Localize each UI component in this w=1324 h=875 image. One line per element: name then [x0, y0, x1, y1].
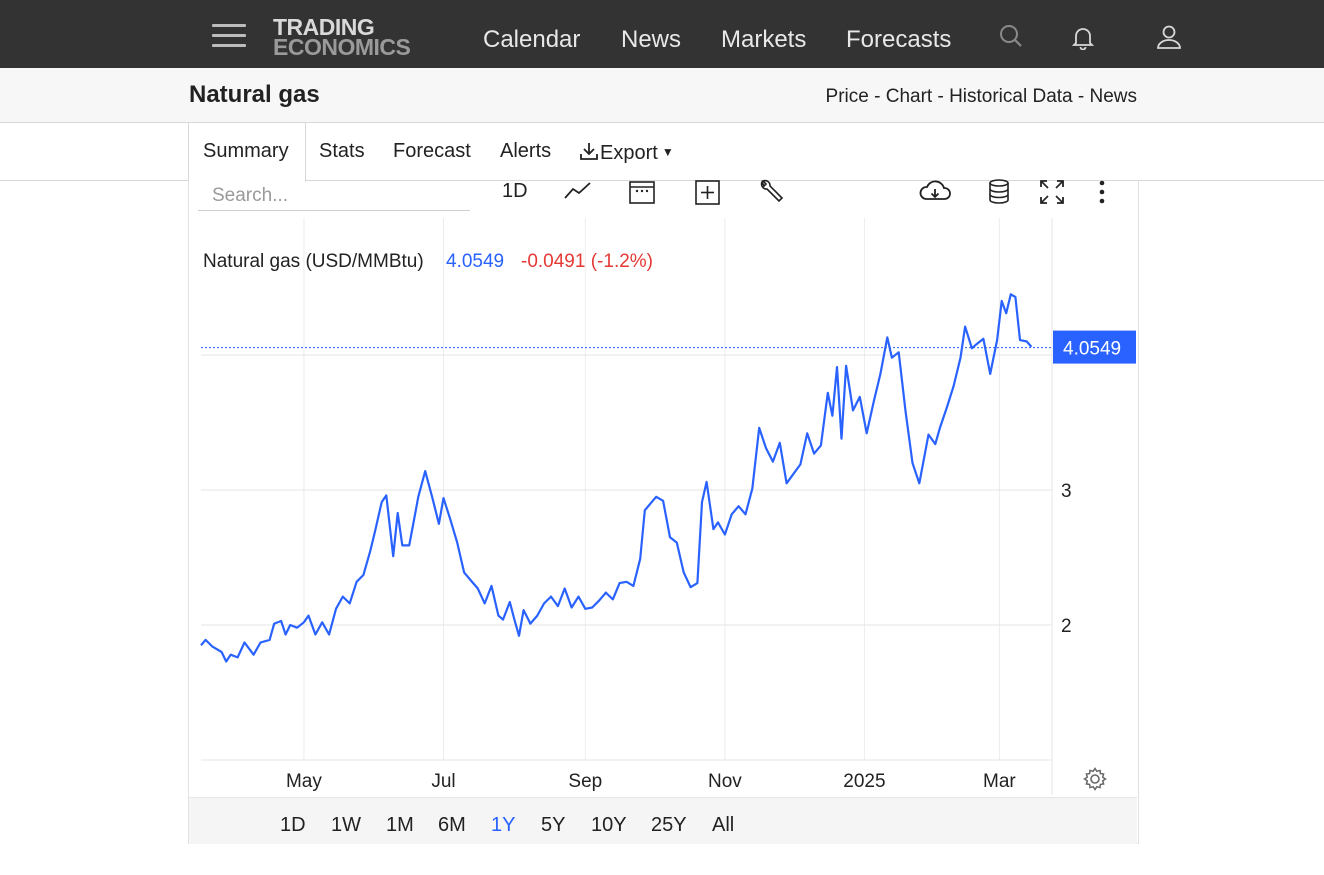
range-5y[interactable]: 5Y	[541, 814, 566, 836]
range-6m[interactable]: 6M	[438, 814, 466, 836]
range-25y[interactable]: 25Y	[651, 814, 687, 836]
y-axis-labels: 23	[1061, 481, 1072, 637]
y-tick-label: 3	[1061, 481, 1072, 502]
range-1d[interactable]: 1D	[280, 814, 306, 836]
nav-news[interactable]: News	[621, 26, 682, 53]
logo-line2: ECONOMICS	[273, 34, 411, 60]
nav-markets[interactable]: Markets	[721, 26, 807, 53]
bell-icon[interactable]	[1070, 24, 1096, 50]
y-tick-label: 2	[1061, 616, 1072, 637]
tab-forecast[interactable]: Forecast	[393, 140, 471, 162]
logo-line1: TRADING	[273, 14, 375, 40]
range-1y[interactable]: 1Y	[491, 814, 516, 836]
trading-economics-logo[interactable]: TRADING ECONOMICS	[273, 14, 411, 60]
page-title: Natural gas	[189, 81, 320, 108]
x-tick-label: Jul	[431, 771, 455, 792]
range-1w[interactable]: 1W	[331, 814, 361, 836]
subheader-bar	[0, 68, 1324, 123]
calendar-icon[interactable]	[628, 178, 656, 206]
range-1m[interactable]: 1M	[386, 814, 414, 836]
tabs-row	[0, 123, 1324, 181]
line-chart-icon[interactable]	[563, 178, 593, 204]
section-links[interactable]: Price - Chart - Historical Data - News	[825, 86, 1137, 107]
nav-calendar[interactable]: Calendar	[483, 26, 581, 53]
nav-forecasts[interactable]: Forecasts	[846, 26, 952, 53]
download-icon	[580, 143, 598, 160]
x-tick-label: Sep	[568, 771, 602, 792]
x-tick-label: Mar	[983, 771, 1016, 792]
natural-gas-price-line	[200, 293, 1033, 663]
search-icon[interactable]	[998, 24, 1024, 50]
settings-gear-icon[interactable]	[1083, 767, 1107, 791]
interval-button[interactable]: 1D	[502, 180, 528, 202]
legend-change: -0.0491 (-1.2%)	[521, 251, 653, 272]
more-icon[interactable]	[1092, 178, 1112, 206]
legend-value: 4.0549	[446, 251, 504, 272]
chart-search-input[interactable]	[198, 181, 470, 211]
tab-summary[interactable]: Summary	[203, 140, 289, 162]
x-tick-label: 2025	[843, 771, 885, 792]
database-icon[interactable]	[987, 178, 1011, 206]
range-all[interactable]: All	[712, 814, 735, 836]
tab-stats[interactable]: Stats	[319, 140, 365, 162]
x-axis-labels: May Jul Sep Nov 2025 Mar	[286, 771, 1016, 792]
caret-down-icon: ▼	[661, 145, 674, 159]
export-label: Export	[600, 142, 658, 164]
tab-alerts[interactable]: Alerts	[500, 140, 552, 162]
menu-icon[interactable]	[212, 24, 246, 48]
last-price-label: 4.0549	[1063, 339, 1121, 360]
user-icon[interactable]	[1156, 24, 1182, 50]
range-10y[interactable]: 10Y	[591, 814, 627, 836]
tab-export[interactable]: Export ▼	[578, 140, 674, 165]
fullscreen-icon[interactable]	[1038, 178, 1066, 206]
x-tick-label: Nov	[708, 771, 742, 792]
x-tick-label: May	[286, 771, 322, 792]
tab-active-indicator	[188, 123, 306, 182]
range-selector-bar	[189, 797, 1137, 844]
download-cloud-icon[interactable]	[918, 178, 952, 206]
legend-name: Natural gas (USD/MMBtu)	[203, 251, 424, 272]
wrench-icon[interactable]	[757, 178, 785, 206]
add-compare-icon[interactable]	[694, 178, 722, 206]
last-price-badge	[1053, 330, 1136, 364]
chart-grid	[201, 218, 1052, 760]
